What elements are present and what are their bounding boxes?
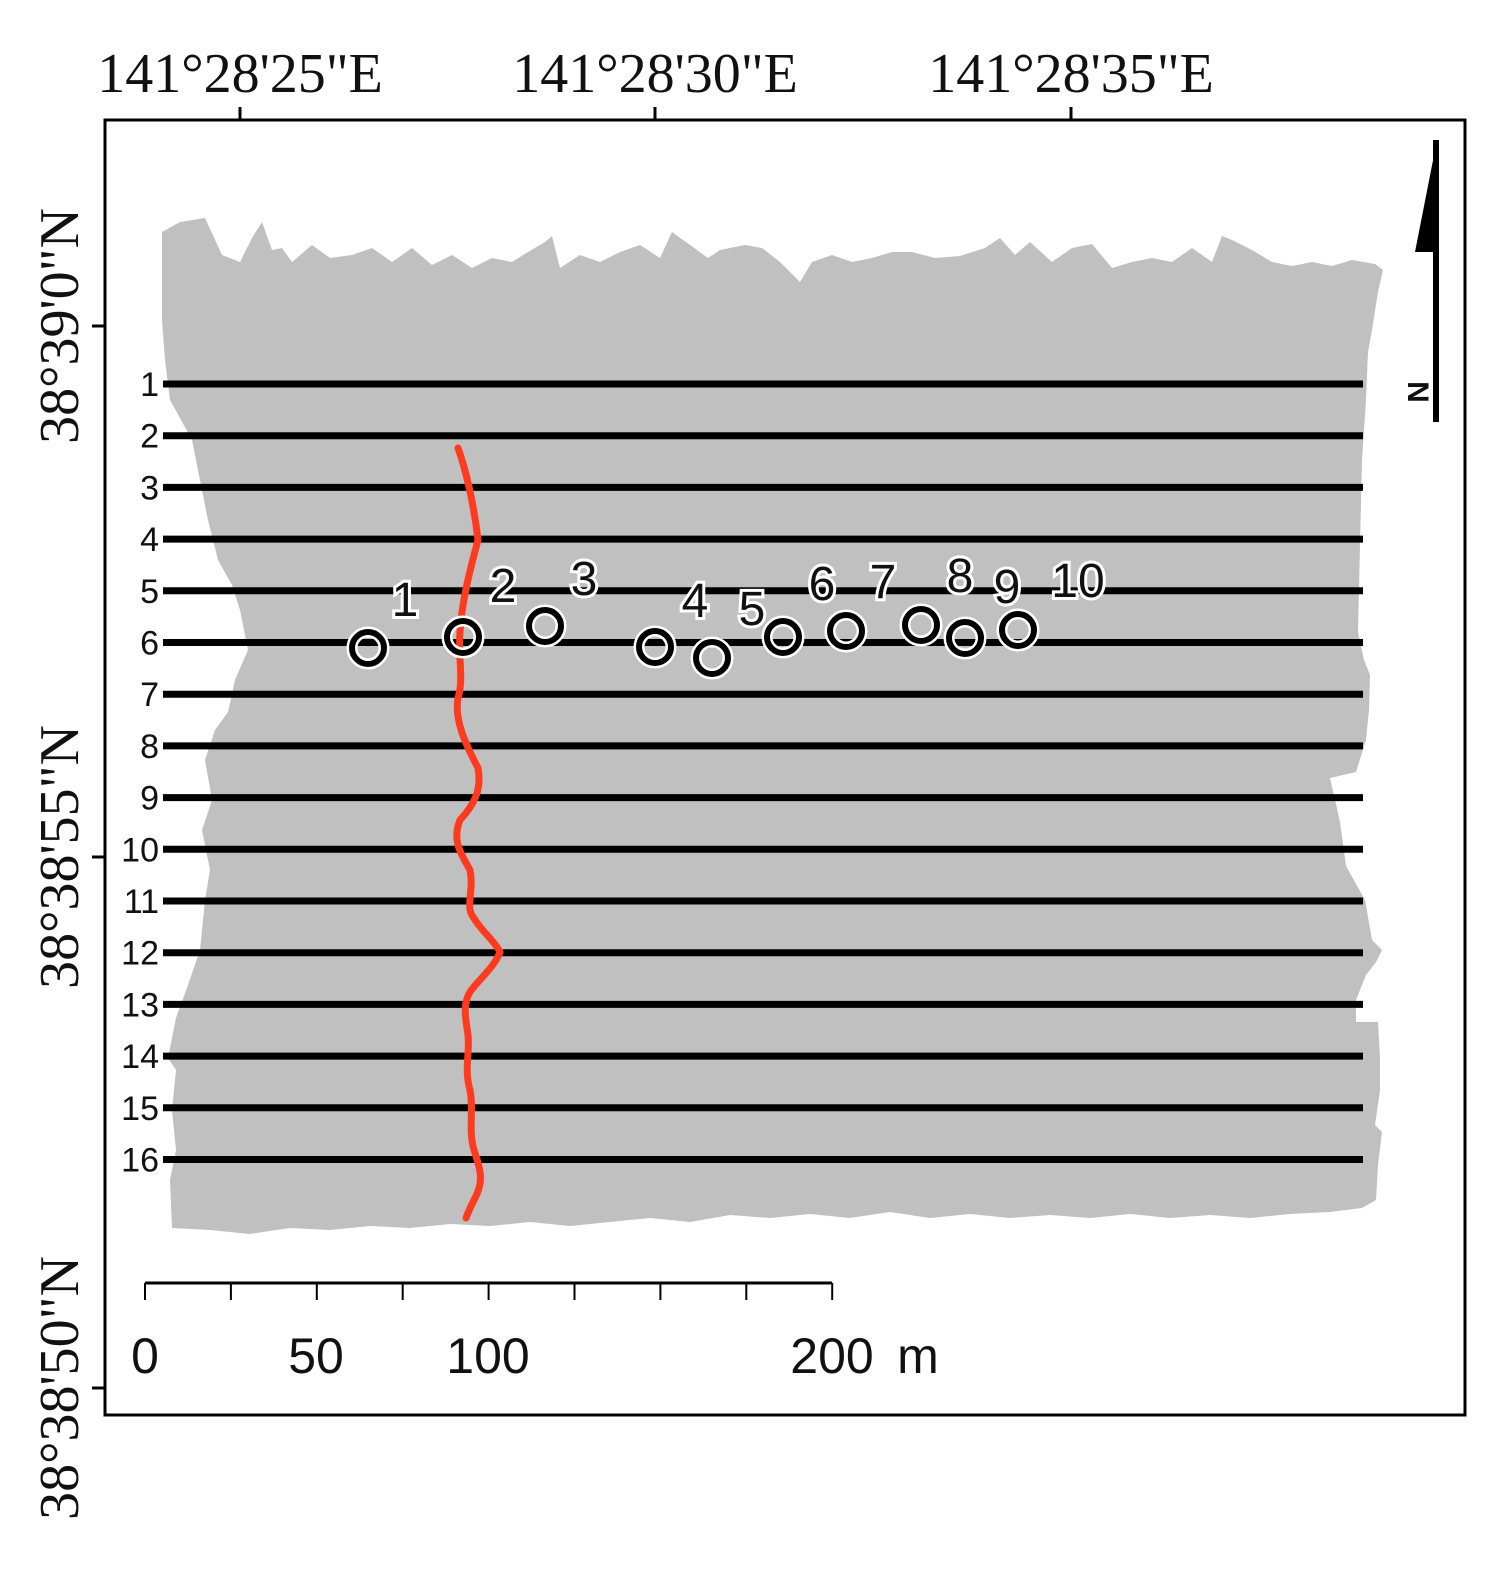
- latitude-label: 38°38'50"N: [29, 1256, 91, 1520]
- river-trace: [453, 444, 504, 1222]
- scale-unit: m: [897, 1328, 939, 1384]
- site-marker: [946, 619, 984, 657]
- survey-line-label: 2: [140, 418, 159, 456]
- latitude-label: 38°39'0"N: [29, 208, 91, 444]
- survey-line-label: 9: [140, 780, 159, 818]
- site-marker: [636, 628, 674, 666]
- site-label: 6: [809, 558, 836, 611]
- site-marker: [444, 618, 482, 656]
- site-label: 1: [392, 574, 419, 627]
- north-arrow: N: [1401, 140, 1439, 422]
- longitude-label: 141°28'25"E: [97, 43, 383, 105]
- survey-line-label: 16: [121, 1142, 159, 1180]
- longitude-label: 141°28'35"E: [928, 43, 1214, 105]
- survey-line-label: 6: [140, 625, 159, 663]
- site-label: 9: [994, 561, 1021, 614]
- site-marker: [827, 612, 865, 650]
- north-arrow-shaft: [1433, 140, 1439, 422]
- survey-line-label: 7: [140, 676, 159, 714]
- site-label: 7: [870, 556, 897, 609]
- site-marker: [902, 606, 940, 644]
- site-marker: [999, 611, 1037, 649]
- scale-label: 0: [131, 1328, 159, 1384]
- site-marker: [764, 618, 802, 656]
- survey-line-label: 8: [140, 728, 159, 766]
- site-marker: [349, 629, 387, 667]
- survey-line-label: 13: [121, 986, 159, 1024]
- scale-label: 50: [288, 1328, 344, 1384]
- survey-line-label: 12: [121, 935, 159, 973]
- site-label: 4: [682, 575, 709, 628]
- north-arrow-label: N: [1401, 381, 1434, 403]
- survey-line-label: 10: [121, 831, 159, 869]
- north-arrow-head: [1415, 140, 1437, 252]
- survey-line-label: 15: [121, 1090, 159, 1128]
- survey-line-label: 11: [124, 883, 159, 921]
- site-label: 3: [571, 553, 598, 606]
- survey-line-label: 1: [140, 366, 159, 404]
- scale-label: 200: [790, 1328, 873, 1384]
- survey-line-label: 3: [140, 469, 159, 507]
- site-marker: [526, 607, 564, 645]
- site-label: 10: [1051, 555, 1104, 608]
- scale-label: 100: [446, 1328, 529, 1384]
- longitude-label: 141°28'30"E: [512, 43, 798, 105]
- site-label: 2: [490, 560, 517, 613]
- site-marker: [693, 639, 731, 677]
- site-label: 5: [739, 583, 766, 636]
- survey-coverage-area: [162, 218, 1383, 1234]
- survey-line-label: 14: [121, 1038, 159, 1076]
- scale-bar: 0 50 100 200 m: [131, 1281, 939, 1384]
- survey-line-label: 4: [140, 521, 159, 559]
- survey-line-label: 5: [140, 573, 159, 611]
- site-label: 8: [947, 550, 974, 603]
- latitude-label: 38°38'55"N: [29, 725, 91, 989]
